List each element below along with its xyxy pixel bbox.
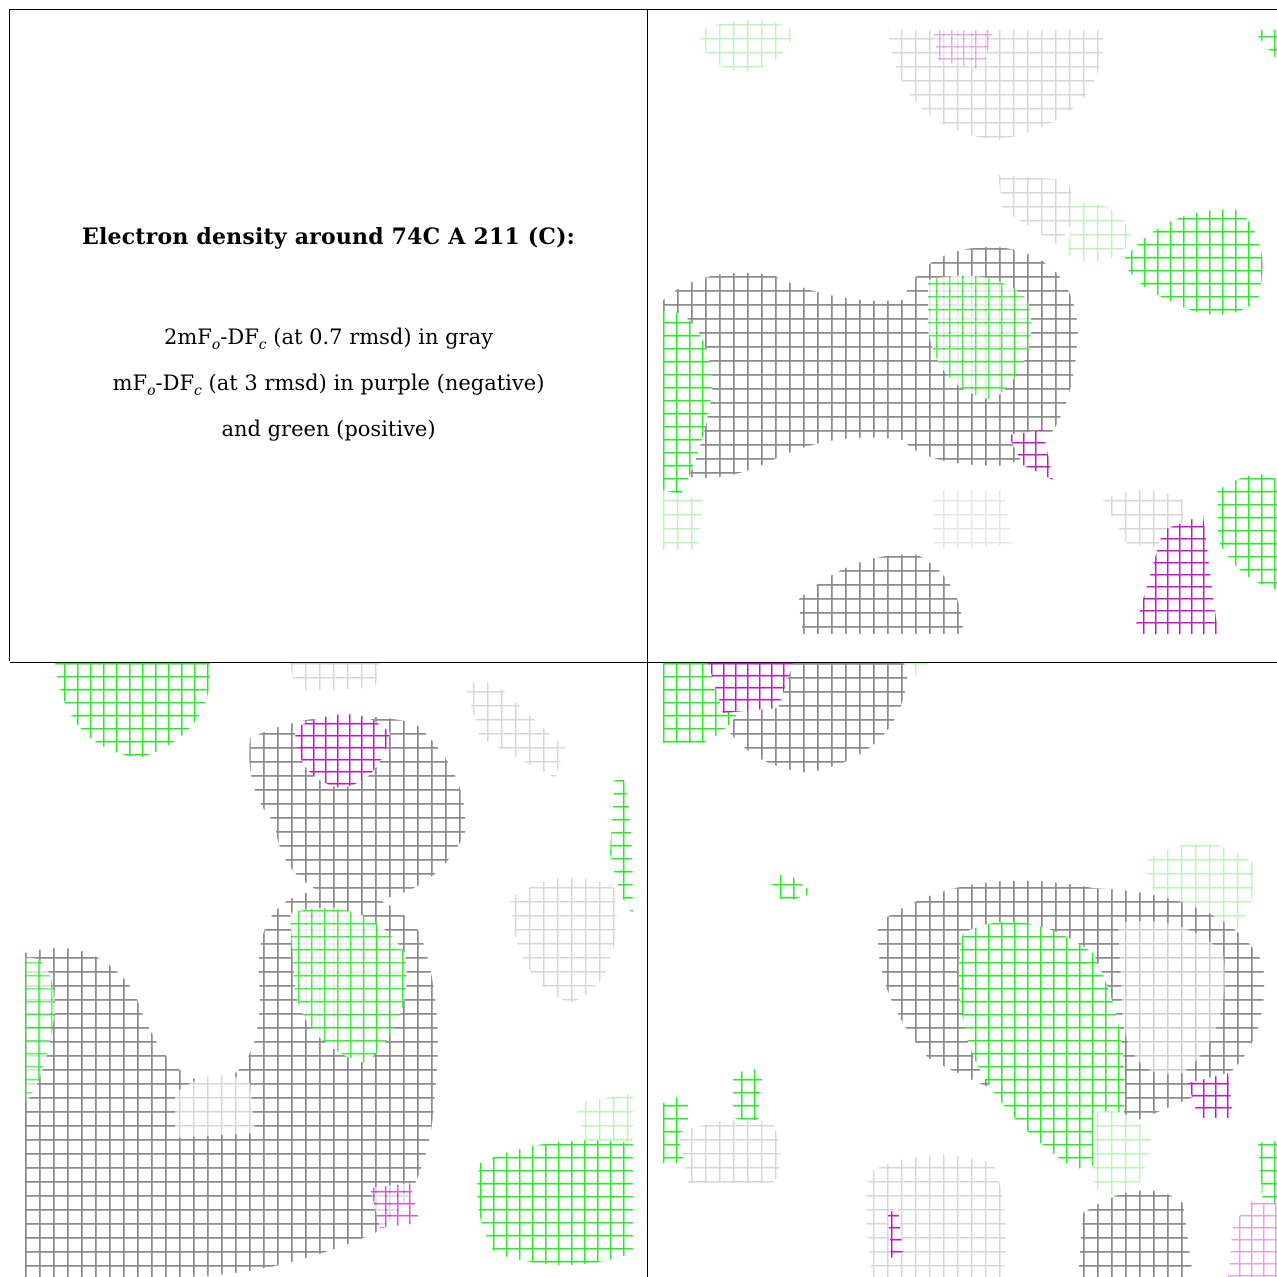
purple-blob: [888, 1208, 903, 1258]
green-blob: [1258, 1141, 1277, 1203]
purple-blob: [1188, 1073, 1233, 1118]
legend-line-green: and green (positive): [221, 417, 436, 442]
green-blob: [25, 957, 55, 1103]
density-render-top-right: [663, 20, 1277, 634]
green-blob: [1093, 1111, 1153, 1203]
gray-blob: [888, 30, 1104, 140]
gray-blob: [678, 1119, 781, 1183]
purple-blob: [1008, 430, 1053, 480]
left-border: [9, 9, 10, 661]
purple-blob: [933, 30, 993, 70]
purple-blob: [1133, 515, 1218, 634]
gray-blob: [175, 1075, 255, 1138]
green-blob: [477, 1140, 633, 1265]
legend-title: Electron density around 74C A 211 (C):: [81, 223, 576, 250]
green-blob: [1218, 474, 1277, 590]
gray-blob: [290, 663, 380, 691]
gray-blob: [798, 554, 963, 634]
green-blob: [768, 873, 813, 903]
top-border: [10, 9, 1277, 10]
view-bottom-left: [25, 663, 633, 1277]
green-blob: [698, 20, 793, 72]
density-render-bottom-right: [663, 663, 1277, 1277]
horizontal-divider: [10, 662, 1277, 663]
legend-line-mfo: mFo-DFc (at 3 rmsd) in purple (negative): [112, 371, 545, 400]
gray-density: [1078, 1190, 1193, 1277]
density-render-bottom-left: [25, 663, 633, 1277]
green-blob: [733, 1068, 763, 1123]
green-blob: [928, 275, 1032, 400]
green-blob: [1253, 30, 1277, 60]
green-blob: [663, 490, 703, 550]
gray-blob: [1118, 921, 1225, 1075]
view-bottom-right: [663, 663, 1277, 1277]
view-top-right: [663, 10, 1277, 634]
green-blob: [610, 772, 633, 913]
green-blob: [959, 921, 1125, 1169]
legend-panel: Electron density around 74C A 211 (C): 2…: [10, 10, 647, 662]
legend-line-2mfo: 2mFo-DFc (at 0.7 rmsd) in gray: [163, 324, 494, 353]
purple-blob: [295, 714, 390, 788]
green-blob: [1123, 209, 1263, 315]
green-blob: [1068, 203, 1133, 263]
gray-blob: [866, 1155, 1007, 1277]
green-blob: [290, 908, 407, 1063]
green-blob: [55, 663, 211, 758]
green-blob: [903, 663, 928, 678]
green-blob: [663, 310, 713, 530]
gray-blob: [510, 877, 617, 1003]
gray-blob: [465, 683, 565, 778]
purple-blob: [708, 663, 793, 713]
gray-blob: [933, 490, 1013, 550]
green-blob: [575, 1093, 633, 1153]
middle-divider: [647, 9, 648, 1277]
gray-blob: [998, 175, 1078, 245]
purple-blob: [370, 1183, 420, 1228]
